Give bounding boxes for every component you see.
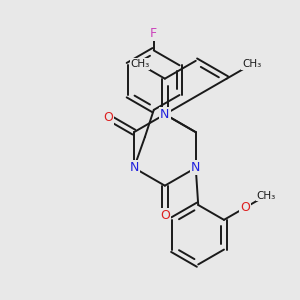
Text: CH₃: CH₃ xyxy=(130,59,150,69)
Text: N: N xyxy=(191,161,200,174)
Text: N: N xyxy=(129,161,139,174)
Text: F: F xyxy=(150,27,158,40)
Text: N: N xyxy=(160,108,170,121)
Text: O: O xyxy=(103,111,113,124)
Text: CH₃: CH₃ xyxy=(242,59,261,69)
Text: CH₃: CH₃ xyxy=(256,190,276,201)
Text: O: O xyxy=(241,201,250,214)
Text: O: O xyxy=(160,209,170,222)
